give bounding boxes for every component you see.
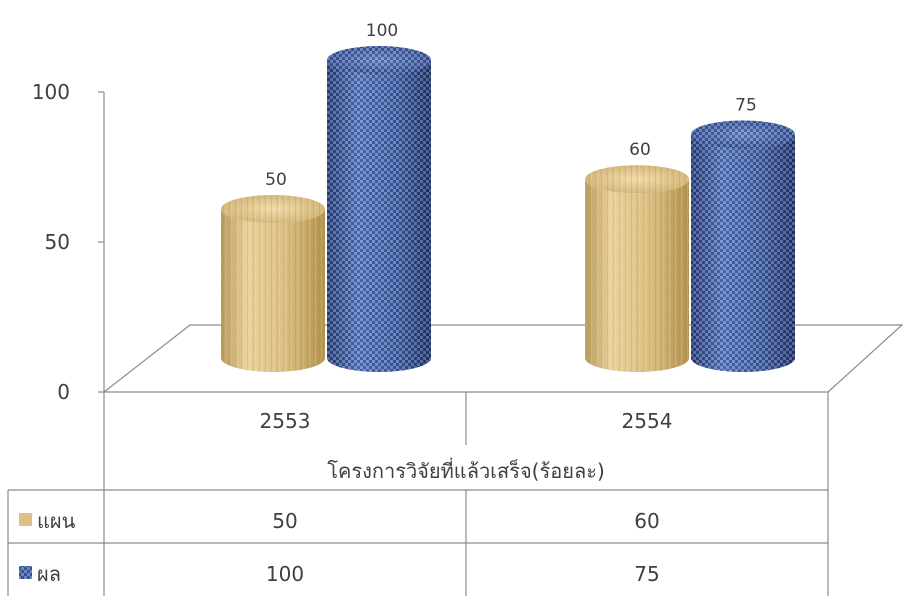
- bar-result-2554: [691, 120, 795, 372]
- cylinder-texture: [327, 60, 431, 372]
- x-tick-label: 2554: [622, 409, 673, 433]
- data-label: 60: [629, 140, 651, 160]
- x-tick-label: 2553: [260, 409, 311, 433]
- bar-plan-2554: [585, 165, 689, 372]
- data-label: 100: [366, 21, 398, 41]
- cylinder-top-texture: [585, 165, 689, 194]
- legend-key-texture: [19, 566, 32, 579]
- legend-key: [19, 513, 32, 526]
- y-tick-label: 50: [45, 230, 70, 254]
- cylinder-texture: [585, 179, 689, 372]
- table-cell: 50: [272, 509, 297, 533]
- legend-label: แผน: [37, 509, 76, 533]
- y-tick-label: 0: [57, 380, 70, 404]
- table-cell: 100: [266, 562, 304, 586]
- x-axis-label: โครงการวิจัยที่แล้วเสร็จ(ร้อยละ): [327, 457, 605, 483]
- data-label: 75: [735, 96, 757, 116]
- bar-result-2553: [327, 46, 431, 372]
- y-tick-label: 100: [32, 80, 70, 104]
- cylinder-texture: [691, 134, 795, 372]
- cylinder-top-texture: [327, 46, 431, 74]
- cylinder-texture: [221, 209, 325, 372]
- bars-group: [221, 46, 795, 372]
- legend-label: ผล: [37, 562, 61, 586]
- table-cell: 60: [634, 509, 659, 533]
- cylinder-top-texture: [691, 120, 795, 149]
- data-labels-group: 50 100 60 75: [265, 21, 757, 190]
- y-axis: 0 50 100: [32, 80, 104, 404]
- bar-plan-2553: [221, 195, 325, 372]
- data-label: 50: [265, 170, 287, 190]
- table-cell: 75: [634, 562, 659, 586]
- cylinder-top-texture: [221, 195, 325, 223]
- data-table-text: 2553 2554 โครงการวิจัยที่แล้วเสร็จ(ร้อยละ)…: [19, 409, 672, 586]
- data-table: [7, 392, 829, 596]
- floor-plane: [102, 324, 904, 393]
